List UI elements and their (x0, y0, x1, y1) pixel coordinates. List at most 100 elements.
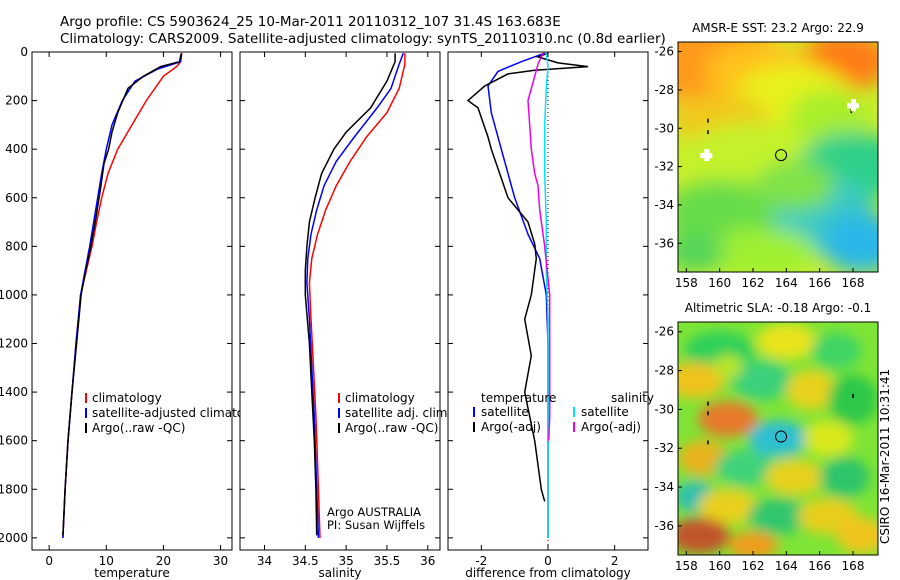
sst-map-field-patch (678, 232, 725, 272)
sst-map-field-patch (754, 160, 835, 211)
depth-tick-label: 0 (20, 45, 28, 59)
legend-header: salinity (611, 391, 654, 405)
sla-map-argo-marker (775, 430, 788, 443)
depth-tick-label: 2000 (0, 531, 28, 545)
sla-map-field-patch (748, 420, 808, 457)
difference-series-salinity-satellite (543, 53, 549, 538)
sst-map-xtick-label: 160 (708, 276, 731, 290)
salinity-plot-frame (239, 51, 441, 551)
sla-map-xtick-label: 162 (742, 559, 765, 573)
salinity-xlabel: salinity (318, 566, 361, 580)
sst-map-frame (677, 41, 879, 273)
depth-tick-label: 1000 (0, 288, 28, 302)
sst-map-xtick-label: 168 (842, 276, 865, 290)
sst-map-xtick-label: 158 (675, 276, 698, 290)
sla-map-field-patch (811, 333, 862, 370)
difference-xlabel: difference from climatology (465, 566, 631, 580)
temperature-plot-frame (31, 51, 233, 551)
sla-map-field-patch (698, 488, 758, 525)
temperature-series-argo-raw-qc (62, 54, 182, 536)
depth-tick-label: 1600 (0, 434, 28, 448)
salinity-xtick-label: 35.5 (374, 554, 401, 568)
salinity-series-argo-raw-qc (304, 53, 396, 536)
sla-map-field-patch (678, 362, 725, 399)
temperature-xtick-label: 20 (156, 554, 171, 568)
difference-series-temperature-satellite (487, 52, 549, 538)
salinity-series-satellite-adj-clim (306, 52, 405, 538)
legend-entry: satellite (481, 405, 529, 419)
sla-map-frame (677, 321, 879, 556)
difference-xtick-label: 2 (611, 554, 619, 568)
legend-header: temperature (481, 391, 556, 405)
sla-map-field-group (678, 322, 878, 555)
sla-map-title: Altimetric SLA: -0.18 Argo: -0.1 (685, 301, 872, 315)
sla-map-field-patch (678, 517, 730, 554)
salinity-xtick-label: 36 (420, 554, 435, 568)
legend-entry: satellite adj. clim. (345, 406, 451, 420)
sst-map-ytick-label: -28 (654, 83, 674, 97)
sla-map-field-patch (698, 401, 758, 438)
sla-map-field-patch (713, 354, 743, 379)
sla-map-field-patch (803, 420, 853, 457)
sla-map-xtick-label: 160 (708, 559, 731, 573)
sst-map-xtick-label: 162 (742, 276, 765, 290)
depth-tick-label: 1400 (0, 385, 28, 399)
temperature-xlabel: temperature (94, 566, 169, 580)
sla-map-field-patch (748, 498, 808, 535)
sst-map-field-patch (821, 213, 878, 272)
sst-map-ytick-label: -34 (654, 198, 674, 212)
difference-xtick-label: -2 (475, 554, 487, 568)
salinity-xtick-label: 34.5 (292, 554, 319, 568)
legend-entry: satellite-adjusted climatology (92, 406, 270, 420)
legend-entry: Argo(-adj) (481, 420, 541, 434)
depth-tick-label: 800 (5, 239, 28, 253)
sst-map-masked-pixel (704, 149, 710, 162)
depth-tick-label: 1800 (0, 482, 28, 496)
depth-tick-label: 400 (5, 142, 28, 156)
legend-entry: Argo(..raw -QC) (345, 421, 438, 435)
sla-map-field-patch (714, 449, 775, 486)
temperature-xtick-label: 30 (213, 554, 228, 568)
sla-map-field-patch (828, 374, 878, 425)
depth-tick-label: 600 (5, 191, 28, 205)
sla-map-field-patch (728, 531, 778, 555)
sla-map-xtick-label: 164 (775, 559, 798, 573)
timestamp-stamp: CSIRO 16-Mar-2011 10:31:41 (878, 368, 892, 544)
sst-map-title: AMSR-E SST: 23.2 Argo: 22.9 (692, 21, 864, 35)
depth-tick-label: 1200 (0, 337, 28, 351)
figure-title-line1: Argo profile: CS 5903624_25 10-Mar-2011 … (60, 14, 561, 30)
sst-map-argo-marker (775, 149, 788, 162)
sla-map-field-patch (836, 517, 878, 554)
legend-entry: Argo(-adj) (581, 420, 641, 434)
salinity-series-climatology (308, 53, 406, 538)
sla-map-field-patch (756, 323, 817, 360)
sst-map-field-group (678, 42, 878, 272)
sla-map-ytick-label: -36 (654, 519, 674, 533)
sla-map-xtick-label: 166 (808, 559, 831, 573)
sst-map-ytick-label: -30 (654, 121, 674, 135)
sst-map-xtick-label: 166 (808, 276, 831, 290)
sla-map-ytick-label: -34 (654, 480, 674, 494)
difference-series-salinity-argo-adj (527, 52, 551, 441)
legend-entry: climatology (92, 391, 162, 405)
salinity-xtick-label: 34 (257, 554, 272, 568)
sst-map-xtick-label: 164 (775, 276, 798, 290)
sla-map-ytick-label: -30 (654, 402, 674, 416)
legend-entry: satellite (581, 405, 629, 419)
temperature-xtick-label: 10 (99, 554, 114, 568)
sla-map-ytick-label: -32 (654, 441, 674, 455)
sla-map-field-blobs (678, 323, 878, 555)
sst-map-ytick-label: -32 (654, 160, 674, 174)
sla-map-xtick-label: 168 (842, 559, 865, 573)
salinity-xtick-label: 35 (338, 554, 353, 568)
legend-entry: climatology (345, 391, 415, 405)
float-owner-note: Argo AUSTRALIA (327, 505, 421, 519)
sla-map-field-patch (786, 369, 837, 410)
legend-entry: Argo(..raw -QC) (92, 421, 185, 435)
depth-tick-label: 200 (5, 94, 28, 108)
sst-map-ytick-label: -26 (654, 45, 674, 59)
difference-xtick-label: 0 (544, 554, 552, 568)
sla-map-ytick-label: -28 (654, 364, 674, 378)
sla-map-field-patch (731, 360, 792, 401)
